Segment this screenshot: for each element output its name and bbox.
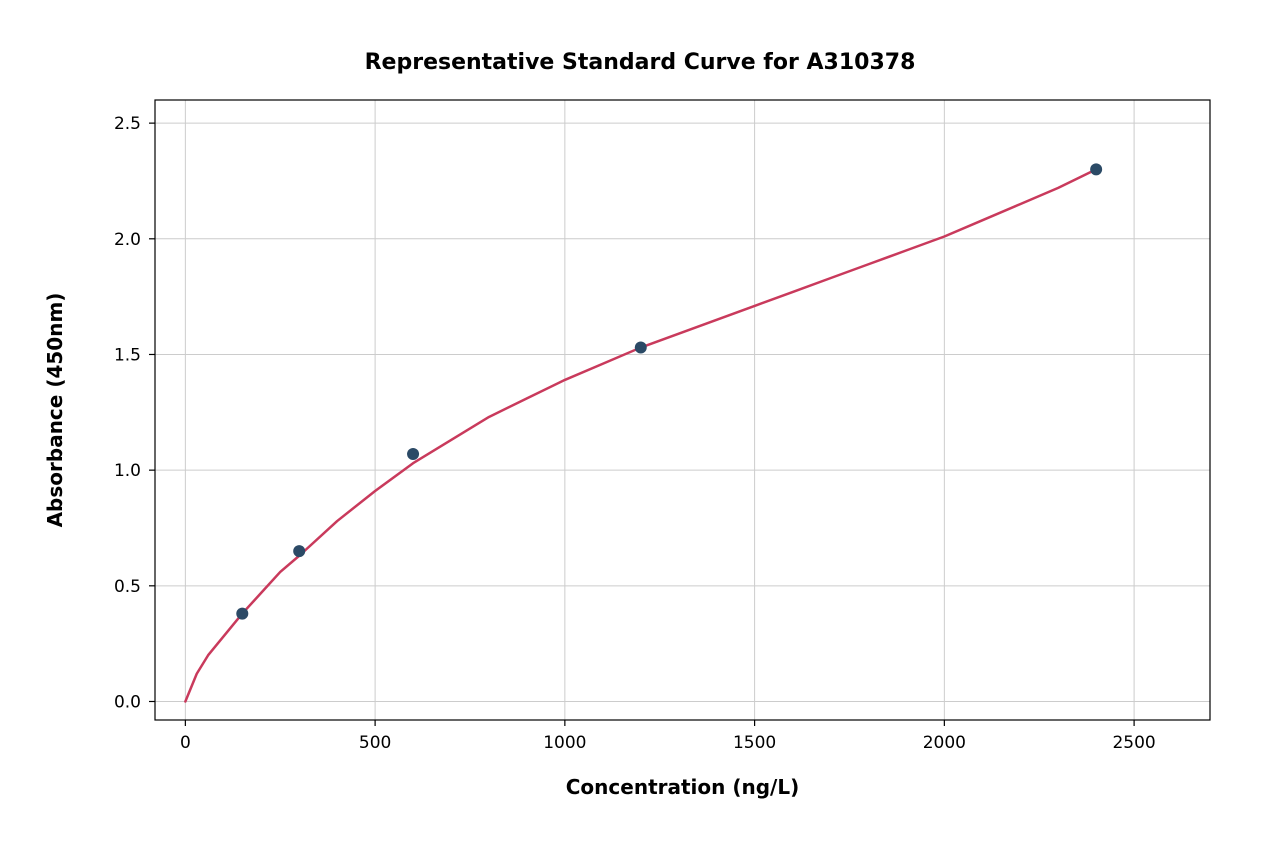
data-point <box>293 545 305 557</box>
x-tick-label: 1000 <box>543 733 586 753</box>
y-tick-label: 2.0 <box>114 230 141 250</box>
x-axis-label: Concentration (ng/L) <box>566 775 799 799</box>
x-tick-label: 0 <box>180 733 191 753</box>
chart-container: 0 500 1000 1500 2000 2500 0.0 0.5 1.0 1.5 2.0 2.5 R… <box>0 0 1280 845</box>
data-point <box>407 448 419 460</box>
data-point <box>236 608 248 620</box>
y-tick-label: 2.5 <box>114 114 141 134</box>
data-point <box>1090 163 1102 175</box>
chart-svg: 0 500 1000 1500 2000 2500 0.0 0.5 1.0 1.5 2.0 2.5 <box>0 0 1280 845</box>
data-point <box>635 342 647 354</box>
plot-area <box>155 100 1210 720</box>
x-tick-label: 2000 <box>923 733 966 753</box>
y-tick-label: 0.0 <box>114 692 141 712</box>
y-axis-label: Absorbance (450nm) <box>43 293 67 528</box>
x-tick-label: 500 <box>359 733 391 753</box>
chart-title: Representative Standard Curve for A31037… <box>0 50 1280 75</box>
y-tick-label: 0.5 <box>114 577 141 597</box>
x-tick-label: 1500 <box>733 733 776 753</box>
x-tick-label: 2500 <box>1112 733 1155 753</box>
y-tick-label: 1.5 <box>114 345 141 365</box>
y-tick-label: 1.0 <box>114 461 141 481</box>
